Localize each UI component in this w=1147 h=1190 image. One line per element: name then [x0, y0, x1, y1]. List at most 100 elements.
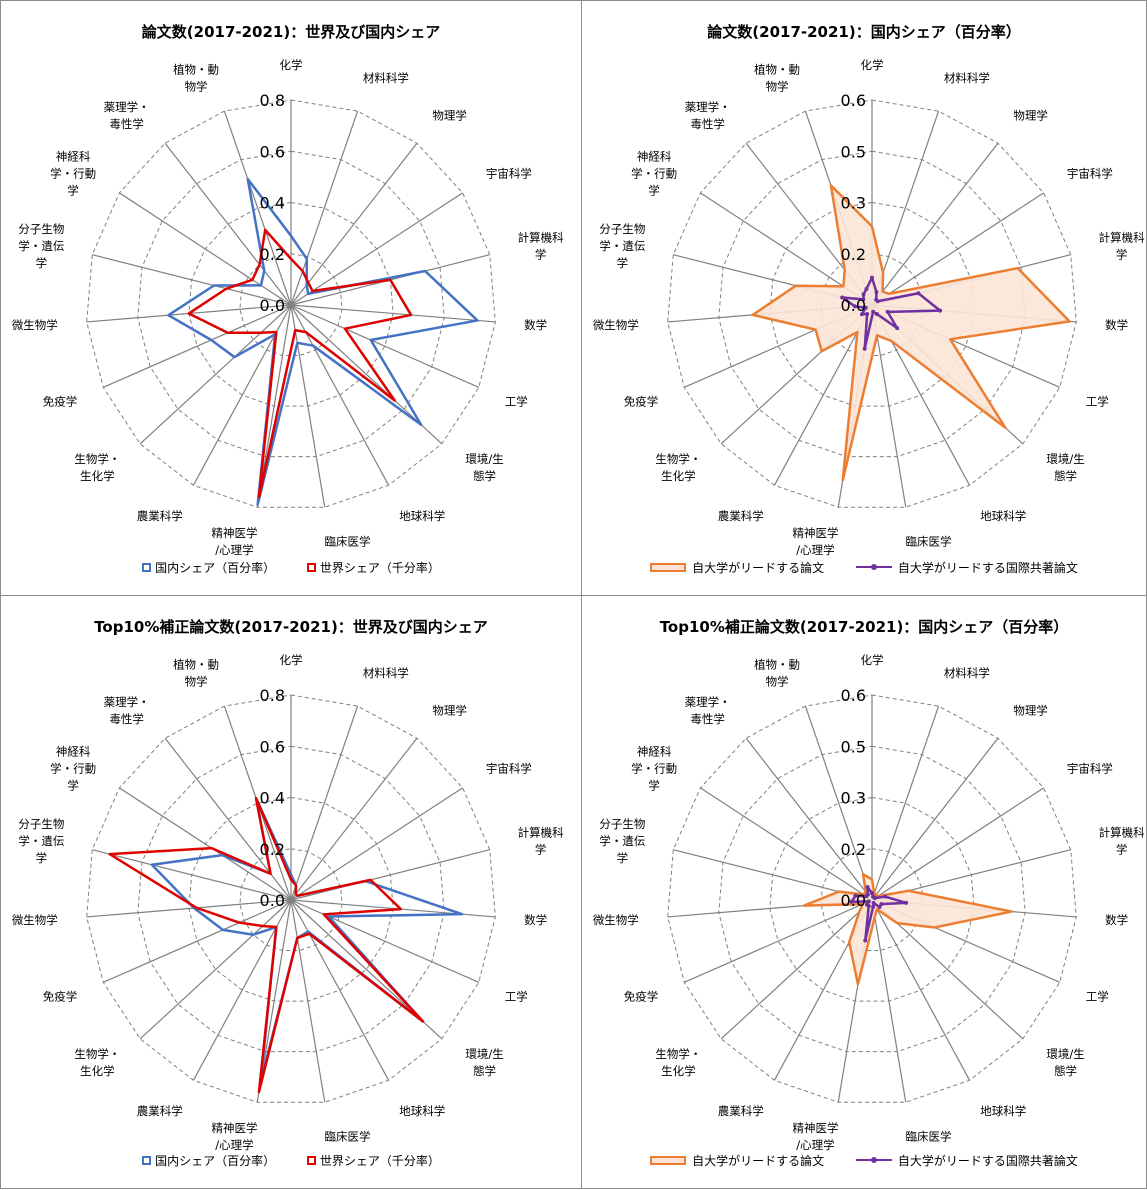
- category-label-line: 工学: [505, 394, 528, 408]
- category-label-line: 農業科学: [137, 1104, 183, 1118]
- radar-chart: 0.00.20.30.50.6化学材料科学物理学宇宙科学計算機科学数学工学環境/…: [593, 653, 1145, 1152]
- tick-label: 0.2: [260, 840, 285, 859]
- grid-ring: [137, 745, 445, 1053]
- category-label-line: 学: [67, 184, 79, 198]
- tick-label: 0.2: [260, 245, 285, 264]
- axis-spoke: [871, 787, 1044, 901]
- category-label-line: 材料科学: [944, 71, 990, 85]
- category-label-line: 免疫学: [624, 989, 659, 1003]
- category-label-line: 精神医学: [211, 1121, 257, 1135]
- legend-label: 自大学がリードする国際共著論文: [897, 1154, 1078, 1168]
- category-label: 宇宙科学: [486, 762, 532, 776]
- category-label: 材料科学: [944, 666, 990, 680]
- category-label-line: 臨床医学: [906, 1130, 952, 1144]
- legend-swatch: [650, 563, 687, 572]
- category-label: 神経科学・行動学: [631, 150, 677, 198]
- category-label-line: 数学: [524, 318, 547, 332]
- axis-spoke: [290, 849, 490, 901]
- category-label-line: /心理学: [796, 1138, 834, 1152]
- category-label-line: 農業科学: [718, 509, 764, 523]
- grid-ring: [137, 150, 445, 458]
- category-label: 植物・動物学: [173, 658, 219, 689]
- category-label-line: 態学: [1054, 1064, 1077, 1078]
- axis-spoke: [871, 304, 907, 508]
- legend-swatch: [306, 563, 316, 572]
- category-label-line: 数学: [1105, 913, 1128, 927]
- category-label: 分子生物学・遺伝学: [599, 222, 645, 270]
- category-label-line: 材料科学: [944, 666, 990, 680]
- tick-label: 0.6: [841, 91, 866, 110]
- axis-spoke: [290, 787, 463, 901]
- category-label: 工学: [1086, 394, 1109, 408]
- axis-spoke: [290, 304, 326, 508]
- tick-label: 0.6: [260, 737, 285, 756]
- category-label-line: 精神医学: [211, 526, 257, 540]
- category-label-line: 臨床医学: [325, 1130, 371, 1144]
- category-label-line: 分子生物: [599, 222, 645, 236]
- data-point: [840, 295, 845, 300]
- data-point: [904, 900, 909, 905]
- category-label: 生物学・生化学: [74, 1047, 120, 1078]
- category-label-line: 免疫学: [43, 989, 78, 1003]
- category-label-line: /心理学: [796, 543, 834, 557]
- tick-label: 0.0: [260, 891, 285, 910]
- category-label: 免疫学: [624, 989, 659, 1003]
- category-label-line: 環境/生: [465, 452, 503, 466]
- category-label-line: 学・遺伝: [18, 239, 64, 253]
- grid-ring: [86, 99, 496, 508]
- grid-ring: [667, 694, 1077, 1103]
- category-label-line: 物学: [766, 675, 789, 689]
- tick-label: 0.5: [841, 142, 866, 161]
- category-label-line: 地球科学: [399, 1104, 445, 1118]
- category-label-line: 物理学: [1013, 109, 1048, 123]
- category-label: 数学: [524, 913, 547, 927]
- category-label: 神経科学・行動学: [50, 150, 96, 198]
- radar-chart: 0.00.20.30.50.6化学材料科学物理学宇宙科学計算機科学数学工学環境/…: [593, 58, 1145, 557]
- category-label-line: 植物・動: [754, 63, 800, 77]
- category-label-line: 農業科学: [718, 1104, 764, 1118]
- category-label: 宇宙科学: [1067, 762, 1113, 776]
- category-label-line: 学: [648, 779, 660, 793]
- category-label: 植物・動物学: [173, 63, 219, 94]
- tick-label: 0.0: [841, 891, 866, 910]
- axis-spoke: [164, 737, 292, 901]
- grid-ring: [820, 253, 924, 357]
- data-point: [916, 291, 921, 296]
- category-label-line: 宇宙科学: [1067, 167, 1113, 181]
- axis-spoke: [290, 110, 359, 306]
- data-point: [874, 290, 879, 295]
- axis-spoke: [804, 705, 873, 901]
- category-label-line: 宇宙科学: [1067, 762, 1113, 776]
- axis-spoke: [684, 899, 873, 983]
- category-label-line: 分子生物: [18, 817, 64, 831]
- axis-spoke: [86, 899, 292, 918]
- axis-spoke: [290, 899, 326, 1103]
- category-label-line: 数学: [524, 913, 547, 927]
- category-label-line: 物理学: [432, 704, 467, 718]
- category-label: 農業科学: [718, 509, 764, 523]
- category-label: 計算機科学: [1099, 231, 1145, 262]
- axis-spoke: [745, 737, 873, 901]
- category-label: 計算機科学: [518, 231, 564, 262]
- category-label: 微生物学: [593, 913, 639, 927]
- category-label-line: 農業科学: [137, 509, 183, 523]
- chart-legend: 国内シェア（百分率） 世界シェア（千分率）: [1, 559, 581, 576]
- category-label-line: 態学: [1054, 469, 1077, 483]
- category-label: 神経科学・行動学: [50, 745, 96, 793]
- chart-panel-top-right: 論文数(2017-2021)：国内シェア（百分率） 0.0 0.2 0.3 0.5 0.…: [581, 0, 1147, 596]
- legend-item-domestic-share: 国内シェア（百分率）: [142, 1152, 275, 1169]
- category-label-line: 薬理学・: [104, 100, 150, 114]
- chart-title: 論文数(2017-2021)：世界及び国内シェア: [141, 23, 441, 41]
- category-label-line: 計算機科: [518, 231, 564, 245]
- category-label-line: 植物・動: [754, 658, 800, 672]
- tick-label: 0.8: [260, 91, 285, 110]
- category-label-line: 植物・動: [173, 658, 219, 672]
- category-label-line: 学・遺伝: [599, 239, 645, 253]
- radar-chart: 0.00.20.40.60.8化学材料科学物理学宇宙科学計算機科学数学工学環境/…: [12, 653, 564, 1152]
- axis-spoke: [871, 899, 907, 1103]
- category-label-line: 学: [617, 256, 629, 270]
- category-label-line: 計算機科: [1099, 826, 1145, 840]
- legend-item-lead-papers: 自大学がリードする論文: [650, 1152, 824, 1169]
- category-label: 化学: [861, 653, 884, 667]
- series-area: [751, 184, 1071, 482]
